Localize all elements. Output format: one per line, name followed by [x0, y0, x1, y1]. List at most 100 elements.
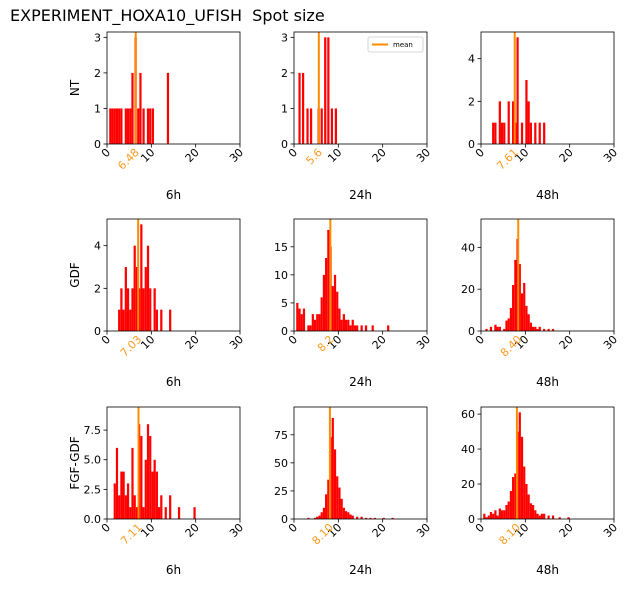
y-tick-label: 50	[274, 457, 288, 470]
histogram-bar	[302, 308, 306, 331]
histogram-bar	[525, 305, 528, 331]
histogram-bar	[146, 108, 150, 144]
histogram-bar	[146, 424, 150, 519]
y-tick-label: 0	[468, 325, 475, 338]
histogram-bar	[166, 72, 170, 144]
histogram-bar	[527, 101, 530, 144]
x-axis-label: 6h	[166, 375, 181, 389]
histogram-bar	[142, 507, 145, 519]
y-axis-label: NT	[68, 79, 82, 96]
histogram-bar	[142, 288, 145, 331]
histogram-bar	[492, 122, 495, 144]
histogram-bar	[320, 108, 323, 144]
histogram-bar	[387, 325, 390, 331]
histogram-bar	[551, 515, 555, 519]
x-tick-label: 20	[370, 333, 389, 352]
y-tick-label: 1	[281, 102, 288, 115]
histogram-bar	[360, 325, 363, 331]
y-tick-label: 40	[461, 241, 475, 254]
y-tick-label: 0	[468, 138, 475, 151]
x-tick-label: 20	[183, 333, 202, 352]
histogram-bar	[135, 507, 139, 519]
histogram-bar	[538, 122, 541, 144]
histogram-bar	[531, 326, 535, 331]
histogram-bar	[140, 436, 143, 519]
histogram-bar	[160, 309, 163, 331]
axes-frame	[480, 218, 615, 332]
histogram-bar	[567, 517, 570, 519]
histogram-bar	[169, 309, 172, 331]
histogram-bar	[344, 319, 348, 331]
histogram-bar	[113, 483, 116, 519]
histogram-bar	[331, 286, 334, 331]
histogram-bar	[140, 224, 143, 331]
histogram-bar	[146, 245, 150, 331]
x-tick-label: 30	[601, 146, 620, 165]
histogram-bar	[531, 505, 535, 519]
figure-title: EXPERIMENT_HOXA10_UFISH Spot size	[10, 6, 325, 25]
histogram-bar	[307, 325, 310, 331]
histogram-bar	[360, 516, 363, 519]
histogram-bar	[157, 507, 161, 519]
y-tick-label: 0.0	[84, 513, 102, 526]
histogram-bar	[177, 507, 181, 519]
y-tick-label: 7.5	[84, 424, 102, 437]
histogram-bar	[298, 72, 301, 144]
histogram-bar	[133, 245, 136, 331]
y-tick-label: 0	[281, 138, 288, 151]
histogram-bar	[505, 505, 508, 519]
x-tick-label: 20	[183, 521, 202, 540]
histogram-bar	[498, 326, 501, 331]
histogram-bar	[129, 507, 132, 519]
y-tick-label: 25	[274, 485, 288, 498]
histogram-bar	[520, 436, 524, 519]
histogram-bar	[338, 487, 341, 519]
histogram-bar	[135, 267, 139, 331]
histogram-bar	[494, 122, 497, 144]
y-tick-label: 2.5	[84, 483, 102, 496]
histogram-bar	[316, 516, 319, 519]
histogram-bar	[144, 267, 147, 331]
histogram-bar	[518, 264, 521, 331]
y-tick-label: 20	[461, 478, 475, 491]
mean-value-label: 7.03	[118, 333, 145, 360]
histogram-bar	[496, 515, 499, 519]
histogram-bar	[320, 512, 323, 519]
y-tick-label: 3	[94, 31, 101, 44]
histogram-bar	[313, 319, 317, 331]
histogram-bar	[336, 291, 339, 331]
histogram-bar	[512, 101, 515, 144]
histogram-bar	[373, 517, 377, 519]
histogram-bar	[298, 308, 301, 331]
histogram-bar	[498, 508, 501, 519]
histogram-bar	[334, 108, 338, 144]
histogram-bar	[137, 108, 140, 144]
histogram-bar	[336, 476, 339, 519]
y-tick-label: 0	[281, 325, 288, 338]
histogram-bar	[356, 516, 359, 519]
histogram-bar	[527, 494, 530, 519]
histogram-bar	[356, 325, 359, 331]
histogram-bar	[333, 449, 337, 519]
histogram-bar	[534, 326, 537, 331]
histogram-bar	[483, 513, 486, 519]
histogram-bar	[193, 507, 196, 519]
y-tick-label: 40	[461, 443, 475, 456]
histogram-bar	[153, 288, 156, 331]
histogram-bar	[120, 108, 123, 144]
histogram-bar	[120, 471, 123, 519]
histogram-bar	[536, 328, 539, 331]
x-tick-label: 20	[557, 333, 576, 352]
histogram-bar	[538, 515, 541, 519]
x-tick-label: 30	[601, 521, 620, 540]
histogram-bar	[155, 471, 158, 519]
axes-frame	[106, 406, 241, 520]
histogram-bar	[489, 512, 493, 519]
histogram-bar	[325, 258, 328, 331]
histogram-bar	[309, 325, 312, 331]
